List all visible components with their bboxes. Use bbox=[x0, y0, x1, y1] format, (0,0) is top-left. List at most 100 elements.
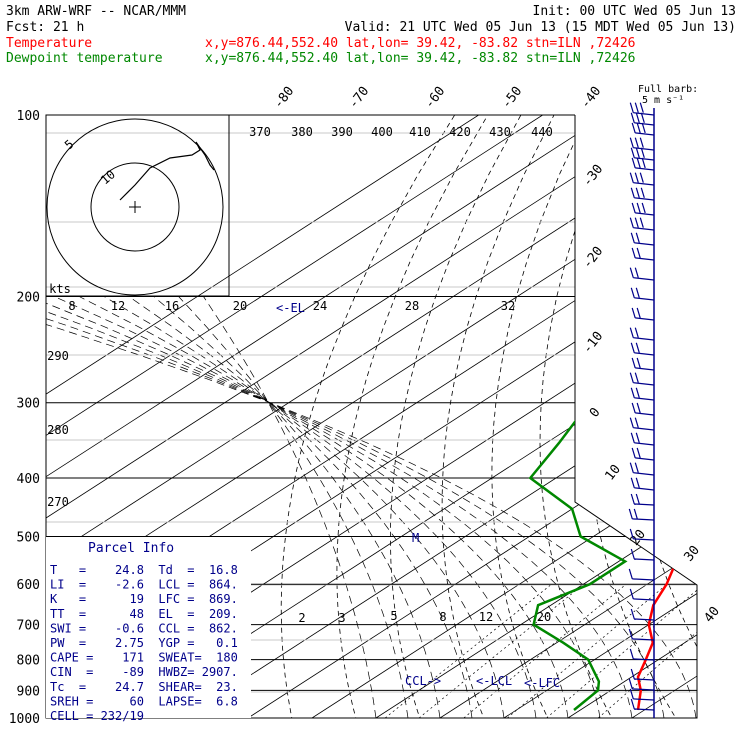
wind-barb-flag bbox=[630, 287, 635, 298]
theta-label: 410 bbox=[409, 125, 431, 139]
isotherm bbox=[375, 115, 697, 718]
wind-barb-flag bbox=[635, 387, 640, 398]
temperature-axis-label: -60 bbox=[422, 84, 448, 112]
wind-barb-shaft bbox=[634, 352, 655, 356]
parcel-info-panel: Parcel Info T = 24.8 Td = 16.8LI = -2.6 … bbox=[46, 537, 251, 723]
moist-adiabat bbox=[54, 296, 570, 718]
ccl-marker: CCL-> bbox=[405, 674, 441, 688]
wind-speed-label: 12 bbox=[111, 299, 125, 313]
mixing-ratio-line bbox=[546, 583, 697, 718]
wind-barb bbox=[630, 493, 655, 506]
wind-barb-flag bbox=[631, 357, 636, 369]
wind-barb-flag bbox=[636, 447, 641, 459]
wind-barb-flag bbox=[630, 187, 635, 198]
wind-barb bbox=[631, 122, 655, 136]
wind-barb-shaft bbox=[634, 503, 655, 506]
wind-barb bbox=[631, 402, 655, 416]
parcel-info-row: SWI = -0.6 CCL = 862. bbox=[50, 621, 238, 635]
moist-adiabat bbox=[79, 296, 538, 718]
parcel-info-row: T = 24.8 Td = 16.8 bbox=[50, 563, 238, 577]
wind-barb-flag bbox=[635, 112, 640, 123]
wind-barb-shaft bbox=[635, 212, 655, 216]
dry-adiabat bbox=[390, 115, 522, 718]
wind-barb-flag bbox=[630, 668, 635, 680]
isotherm bbox=[439, 115, 697, 718]
wind-barb-flag bbox=[630, 698, 635, 710]
wind-barb-flag bbox=[639, 102, 644, 113]
wind-barb-shaft bbox=[633, 382, 655, 386]
pressure-label: 900 bbox=[17, 684, 40, 699]
wind-barb-flag bbox=[635, 432, 640, 443]
wind-barb-flag bbox=[631, 157, 636, 169]
wind-barb-shaft bbox=[635, 132, 655, 136]
wind-speed-label: 16 bbox=[165, 299, 179, 313]
wind-barb-shaft bbox=[632, 688, 655, 691]
wind-barb-shaft bbox=[633, 472, 655, 476]
wind-speed-label: 32 bbox=[501, 299, 515, 313]
wind-barb-shaft bbox=[634, 242, 655, 246]
wind-barb-shaft bbox=[633, 538, 655, 541]
theta-label: 430 bbox=[489, 125, 511, 139]
wind-barb-flag bbox=[635, 493, 640, 505]
wind-barb bbox=[628, 508, 655, 521]
wind-barb-flag bbox=[641, 202, 646, 214]
wind-barb bbox=[629, 648, 655, 661]
dry-adiabat-label: 290 bbox=[47, 349, 69, 363]
moist-adiabat bbox=[46, 296, 697, 718]
wind-barb-flag bbox=[633, 508, 638, 520]
temperature-axis-label: -80 bbox=[271, 84, 297, 112]
temperature-axis-label: -50 bbox=[499, 84, 525, 112]
wind-barb-flag bbox=[630, 342, 635, 353]
hodograph: 5 10 bbox=[45, 114, 230, 297]
wind-barb bbox=[630, 548, 655, 561]
dry-adiabat bbox=[674, 115, 697, 718]
wind-barb-flag bbox=[636, 247, 641, 259]
wind-barb-flag bbox=[629, 372, 634, 383]
mixing-ratio-label: 2 bbox=[298, 611, 305, 625]
dry-adiabat bbox=[491, 115, 588, 718]
pressure-label: 200 bbox=[17, 291, 40, 306]
wind-barb-shaft bbox=[633, 337, 655, 341]
wind-barb-flag bbox=[629, 327, 634, 338]
dry-adiabat bbox=[586, 115, 685, 718]
temperature-axis-label: -70 bbox=[346, 84, 372, 112]
parcel-info-row: SREH = 60 LAPSE= 6.8 bbox=[50, 694, 238, 708]
wind-barb-flag bbox=[629, 648, 634, 660]
theta-label: 370 bbox=[249, 125, 271, 139]
wind-barb-flag bbox=[640, 112, 645, 123]
wind-barb-flag bbox=[641, 157, 646, 169]
wind-barb bbox=[630, 342, 655, 356]
wind-barb-shaft bbox=[633, 658, 655, 661]
wind-barb-flag bbox=[639, 172, 644, 183]
wind-barb-shaft bbox=[633, 277, 655, 281]
wind-barb-shaft bbox=[634, 397, 655, 401]
wind-barb-flag bbox=[629, 588, 634, 600]
wind-barb-flag bbox=[636, 202, 641, 214]
parcel-info-row: CELL = 232/19 bbox=[50, 709, 144, 723]
wind-barb-flag bbox=[639, 217, 644, 228]
wind-barb-flag bbox=[634, 267, 639, 278]
wind-barb-shaft bbox=[634, 678, 655, 681]
temperature-axis-label: 10 bbox=[603, 462, 624, 484]
wind-barb bbox=[630, 698, 655, 711]
wind-barb bbox=[629, 588, 655, 601]
header-model: 3km ARW-WRF -- NCAR/MMM bbox=[6, 4, 186, 19]
mixing-ratio-label: 3 bbox=[338, 611, 345, 625]
dry-adiabat bbox=[539, 115, 621, 718]
pressure-label: 400 bbox=[17, 472, 40, 487]
wind-barb-flag bbox=[634, 372, 639, 383]
wind-barb-flag bbox=[629, 267, 634, 278]
wind-barb-shaft bbox=[634, 487, 655, 491]
pressure-label: 800 bbox=[17, 654, 40, 669]
wind-barb-flag bbox=[636, 357, 641, 369]
pressure-label: 700 bbox=[17, 619, 40, 634]
wind-barb bbox=[630, 187, 655, 201]
moist-adiabat bbox=[46, 296, 666, 718]
moist-adiabat bbox=[46, 296, 634, 718]
wind-barb bbox=[631, 307, 655, 321]
dry-adiabat bbox=[336, 115, 489, 718]
isotherm bbox=[311, 115, 697, 718]
wind-barb bbox=[629, 528, 655, 541]
temperature-axis-label: 40 bbox=[702, 604, 723, 626]
